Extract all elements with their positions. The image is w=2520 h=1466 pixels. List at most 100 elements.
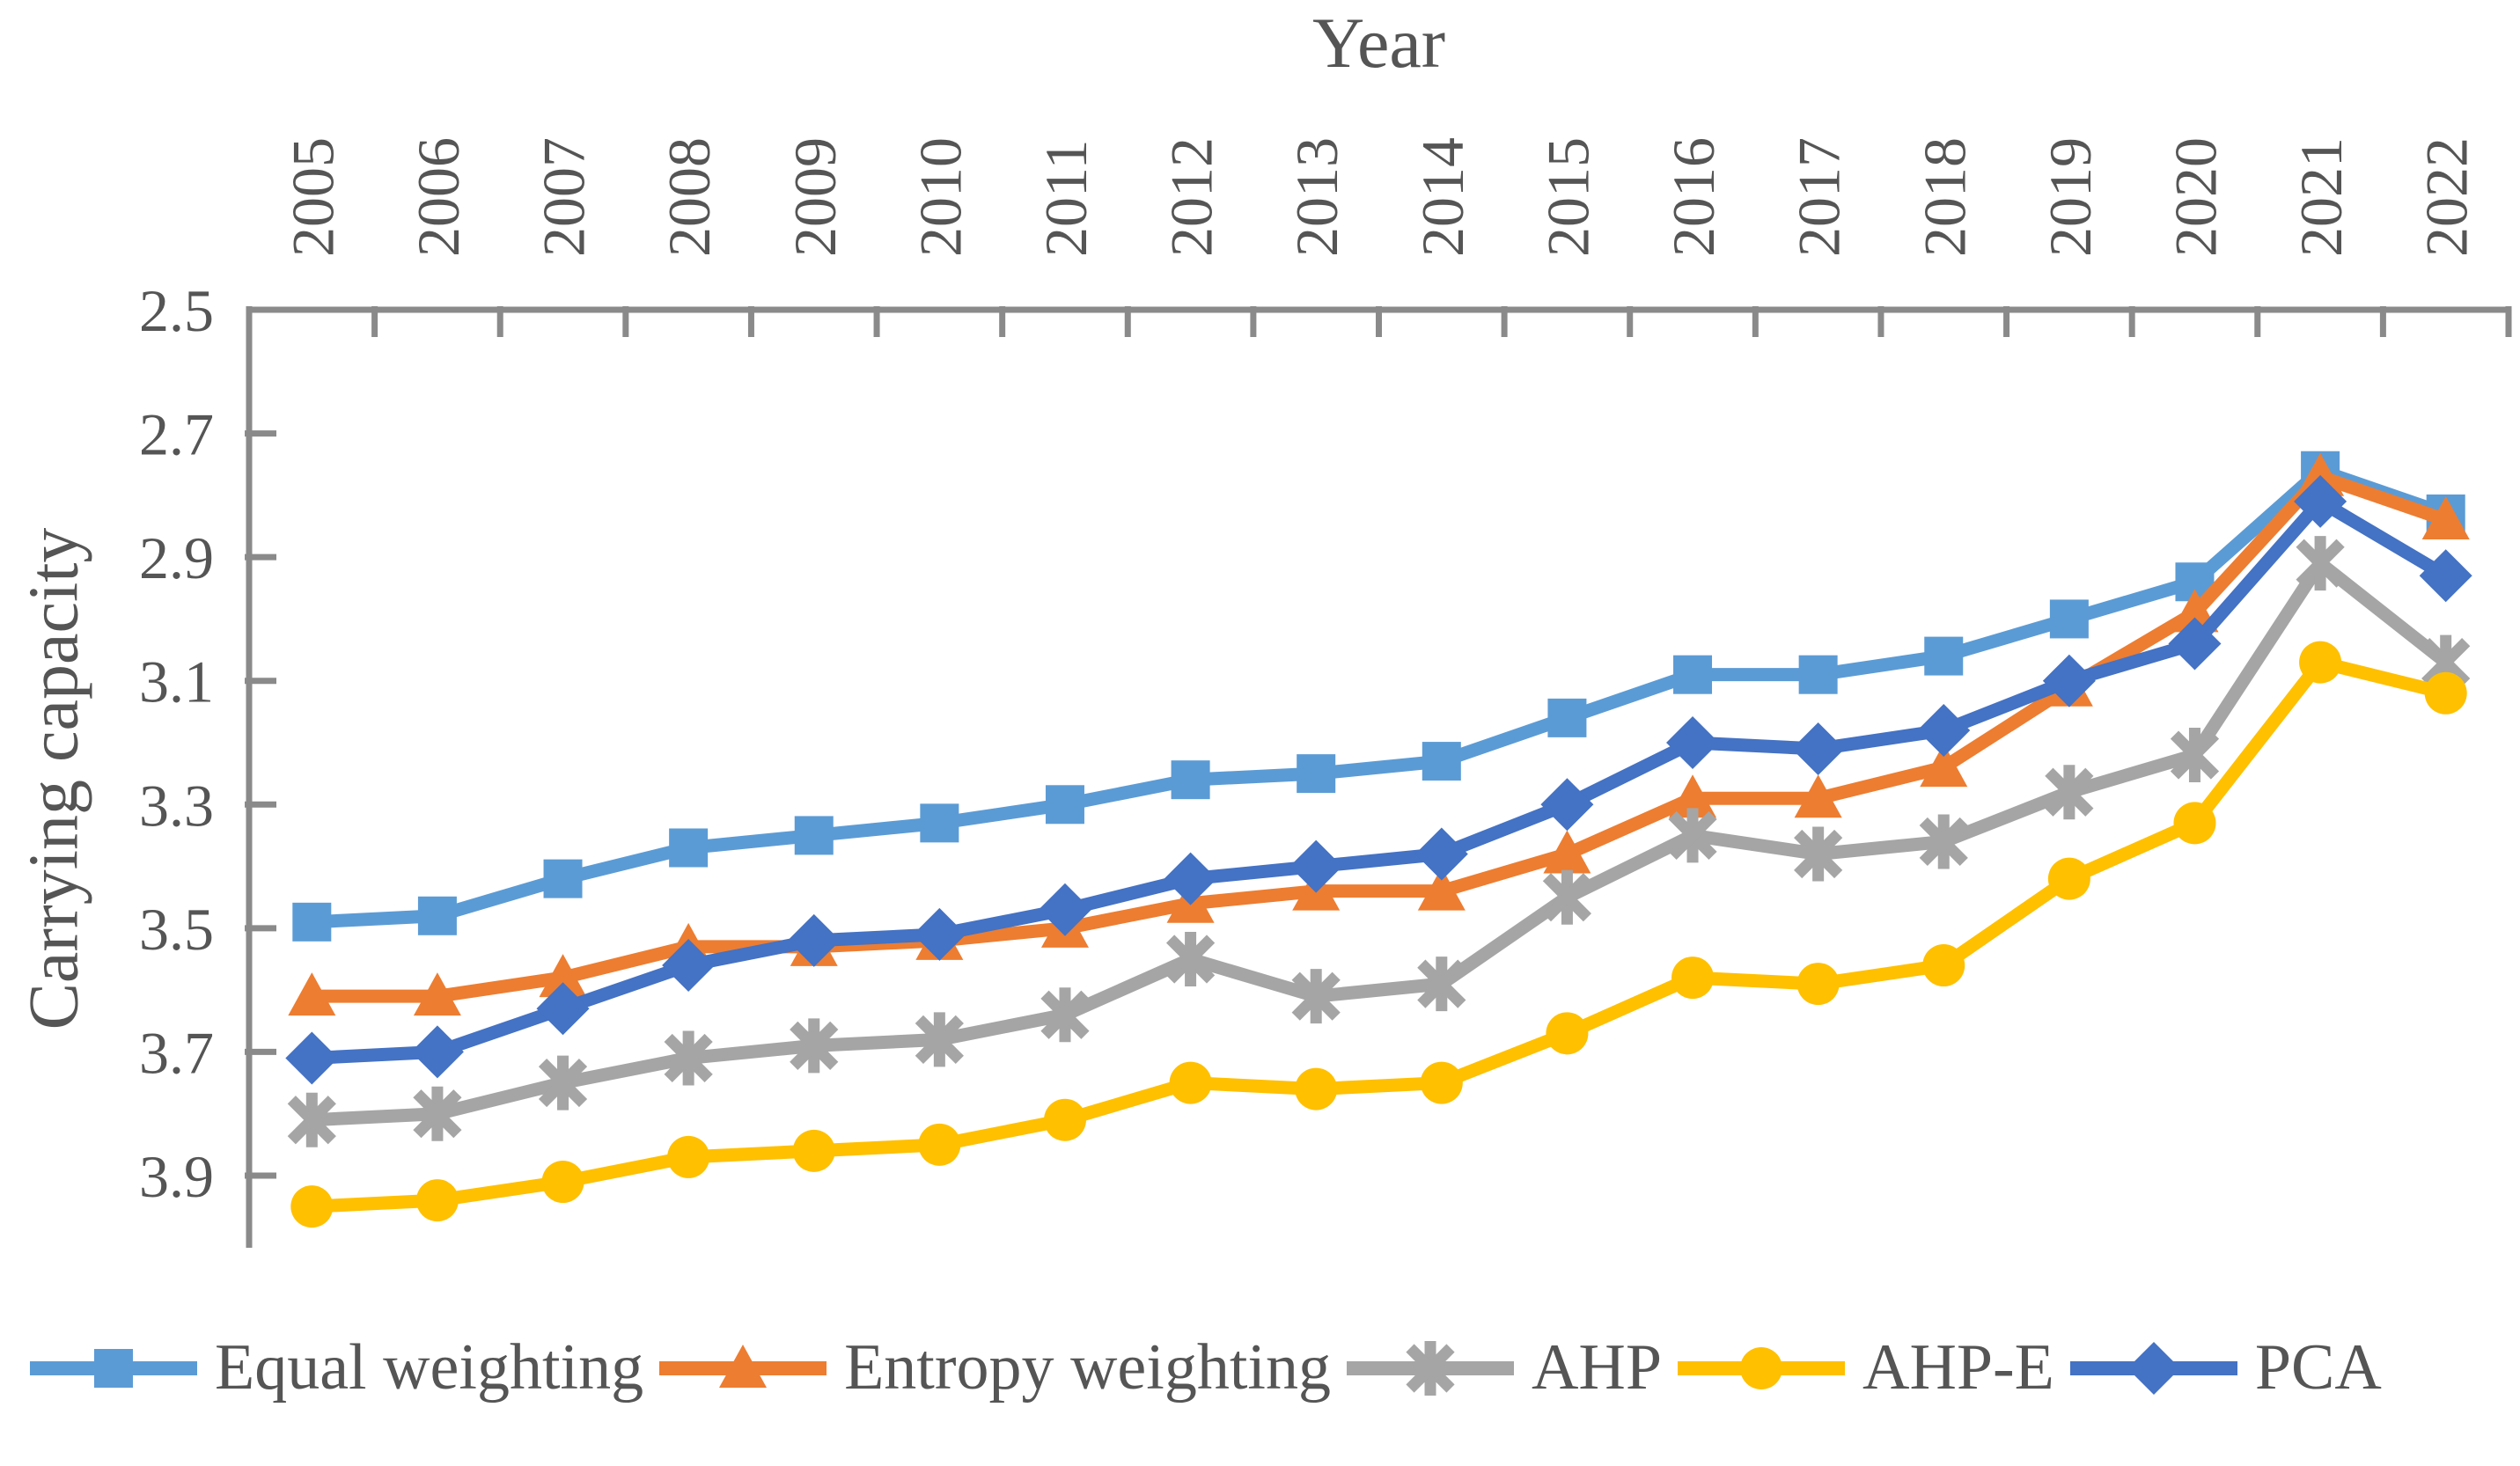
marker-circle	[1796, 963, 1840, 1006]
x-tick-label: 2011	[1032, 140, 1099, 257]
marker-square	[1547, 698, 1587, 737]
marker-triangle	[413, 972, 461, 1016]
marker-asterisk	[664, 1030, 713, 1086]
marker-diamond	[1666, 715, 1720, 769]
marker-triangle	[288, 972, 336, 1016]
x-tick-label: 2006	[405, 137, 472, 257]
legend-item-equal-weighting: Equal weighting	[30, 1330, 643, 1405]
series-ahp-e	[290, 641, 2467, 1228]
marker-circle	[1546, 1012, 1589, 1055]
marker-circle	[1043, 1098, 1086, 1141]
legend-label-entropy-weighting: Entropy weighting	[844, 1331, 1331, 1404]
marker-square	[2049, 599, 2089, 639]
marker-circle	[667, 1135, 710, 1178]
marker-asterisk	[1406, 1340, 1455, 1396]
marker-diamond	[1791, 722, 1845, 776]
marker-asterisk	[1291, 969, 1341, 1024]
x-tick-label: 2019	[2037, 137, 2104, 257]
series-line-ahp	[305, 556, 2453, 1127]
legend-swatch-equal-weighting	[30, 1348, 197, 1388]
marker-square	[1422, 742, 1461, 781]
marker-diamond	[1540, 778, 1594, 832]
y-tick-label: 3.3	[139, 772, 214, 839]
marker-square	[94, 1348, 133, 1388]
marker-asterisk	[2296, 536, 2345, 591]
marker-circle	[2299, 641, 2342, 684]
marker-diamond	[536, 982, 590, 1036]
marker-circle	[1295, 1067, 1338, 1110]
marker-asterisk	[1417, 957, 1466, 1012]
series-line-equal-weighting	[305, 464, 2453, 929]
legend-label-ahp: AHP	[1531, 1331, 1662, 1404]
marker-square	[417, 896, 457, 935]
x-tick-label: 2020	[2162, 137, 2229, 257]
marker-circle	[1922, 944, 1965, 987]
legend-label-pca: PCA	[2254, 1331, 2382, 1404]
marker-circle	[1740, 1346, 1782, 1389]
marker-square	[1045, 785, 1084, 825]
x-tick-label: 2007	[531, 137, 598, 257]
marker-circle	[792, 1129, 835, 1172]
marker-triangle	[1920, 744, 1968, 788]
marker-diamond	[2042, 654, 2096, 707]
legend-swatch-ahp-e	[1678, 1346, 1845, 1389]
x-tick-label: 2014	[1409, 137, 1476, 257]
marker-triangle	[719, 1344, 768, 1388]
x-tick-label: 2018	[1911, 137, 1978, 257]
marker-triangle	[1669, 774, 1717, 818]
marker-square	[794, 816, 834, 855]
series-equal-weighting	[292, 451, 2465, 942]
marker-asterisk	[790, 1018, 839, 1074]
marker-triangle	[1417, 867, 1466, 911]
series-pca	[285, 474, 2472, 1085]
marker-triangle	[2296, 452, 2345, 496]
marker-asterisk	[1794, 826, 1843, 882]
marker-circle	[2047, 857, 2090, 900]
y-tick-label: 2.9	[139, 524, 214, 591]
marker-diamond	[913, 907, 966, 961]
marker-square	[543, 859, 583, 898]
legend-swatch-ahp	[1346, 1340, 1514, 1396]
legend-item-ahp: AHP	[1346, 1330, 1662, 1405]
x-tick-label: 2013	[1283, 137, 1350, 257]
marker-circle	[2424, 671, 2467, 715]
series-line-ahp-e	[305, 656, 2453, 1213]
marker-diamond	[2419, 549, 2472, 603]
legend-swatch-pca	[2069, 1341, 2237, 1395]
marker-square	[920, 803, 959, 843]
marker-circle	[918, 1123, 961, 1166]
marker-asterisk	[2045, 765, 2094, 820]
marker-triangle	[1543, 830, 1591, 874]
legend-item-entropy-weighting: Entropy weighting	[659, 1330, 1331, 1405]
marker-asterisk	[1542, 869, 1592, 925]
marker-square	[1924, 636, 1964, 676]
marker-asterisk	[2170, 728, 2220, 783]
marker-diamond	[1289, 839, 1343, 893]
y-tick-label: 3.1	[139, 649, 214, 715]
y-tick-label: 3.5	[139, 896, 214, 963]
marker-triangle	[539, 954, 587, 998]
series-line-pca	[305, 495, 2453, 1065]
marker-square	[669, 828, 709, 868]
x-tick-label: 2017	[1786, 137, 1853, 257]
legend-item-pca: PCA	[2069, 1330, 2382, 1405]
marker-asterisk	[1165, 931, 1216, 986]
x-tick-label: 2022	[2413, 137, 2480, 257]
marker-diamond	[787, 913, 841, 967]
legend: Equal weighting Entropy weighting AHP AHP-E…	[30, 1330, 2382, 1405]
marker-diamond	[1038, 883, 1091, 936]
marker-square	[1297, 754, 1336, 794]
series-ahp	[287, 536, 2471, 1147]
x-tick-label: 2021	[2288, 137, 2355, 257]
marker-square	[1171, 760, 1210, 800]
marker-diamond	[1414, 827, 1468, 881]
marker-circle	[541, 1161, 584, 1204]
marker-diamond	[662, 939, 716, 993]
marker-asterisk	[1668, 808, 1717, 863]
marker-asterisk	[1919, 814, 1968, 869]
x-tick-label: 2008	[656, 137, 723, 257]
marker-triangle	[2421, 495, 2470, 539]
marker-diamond	[2168, 617, 2222, 671]
